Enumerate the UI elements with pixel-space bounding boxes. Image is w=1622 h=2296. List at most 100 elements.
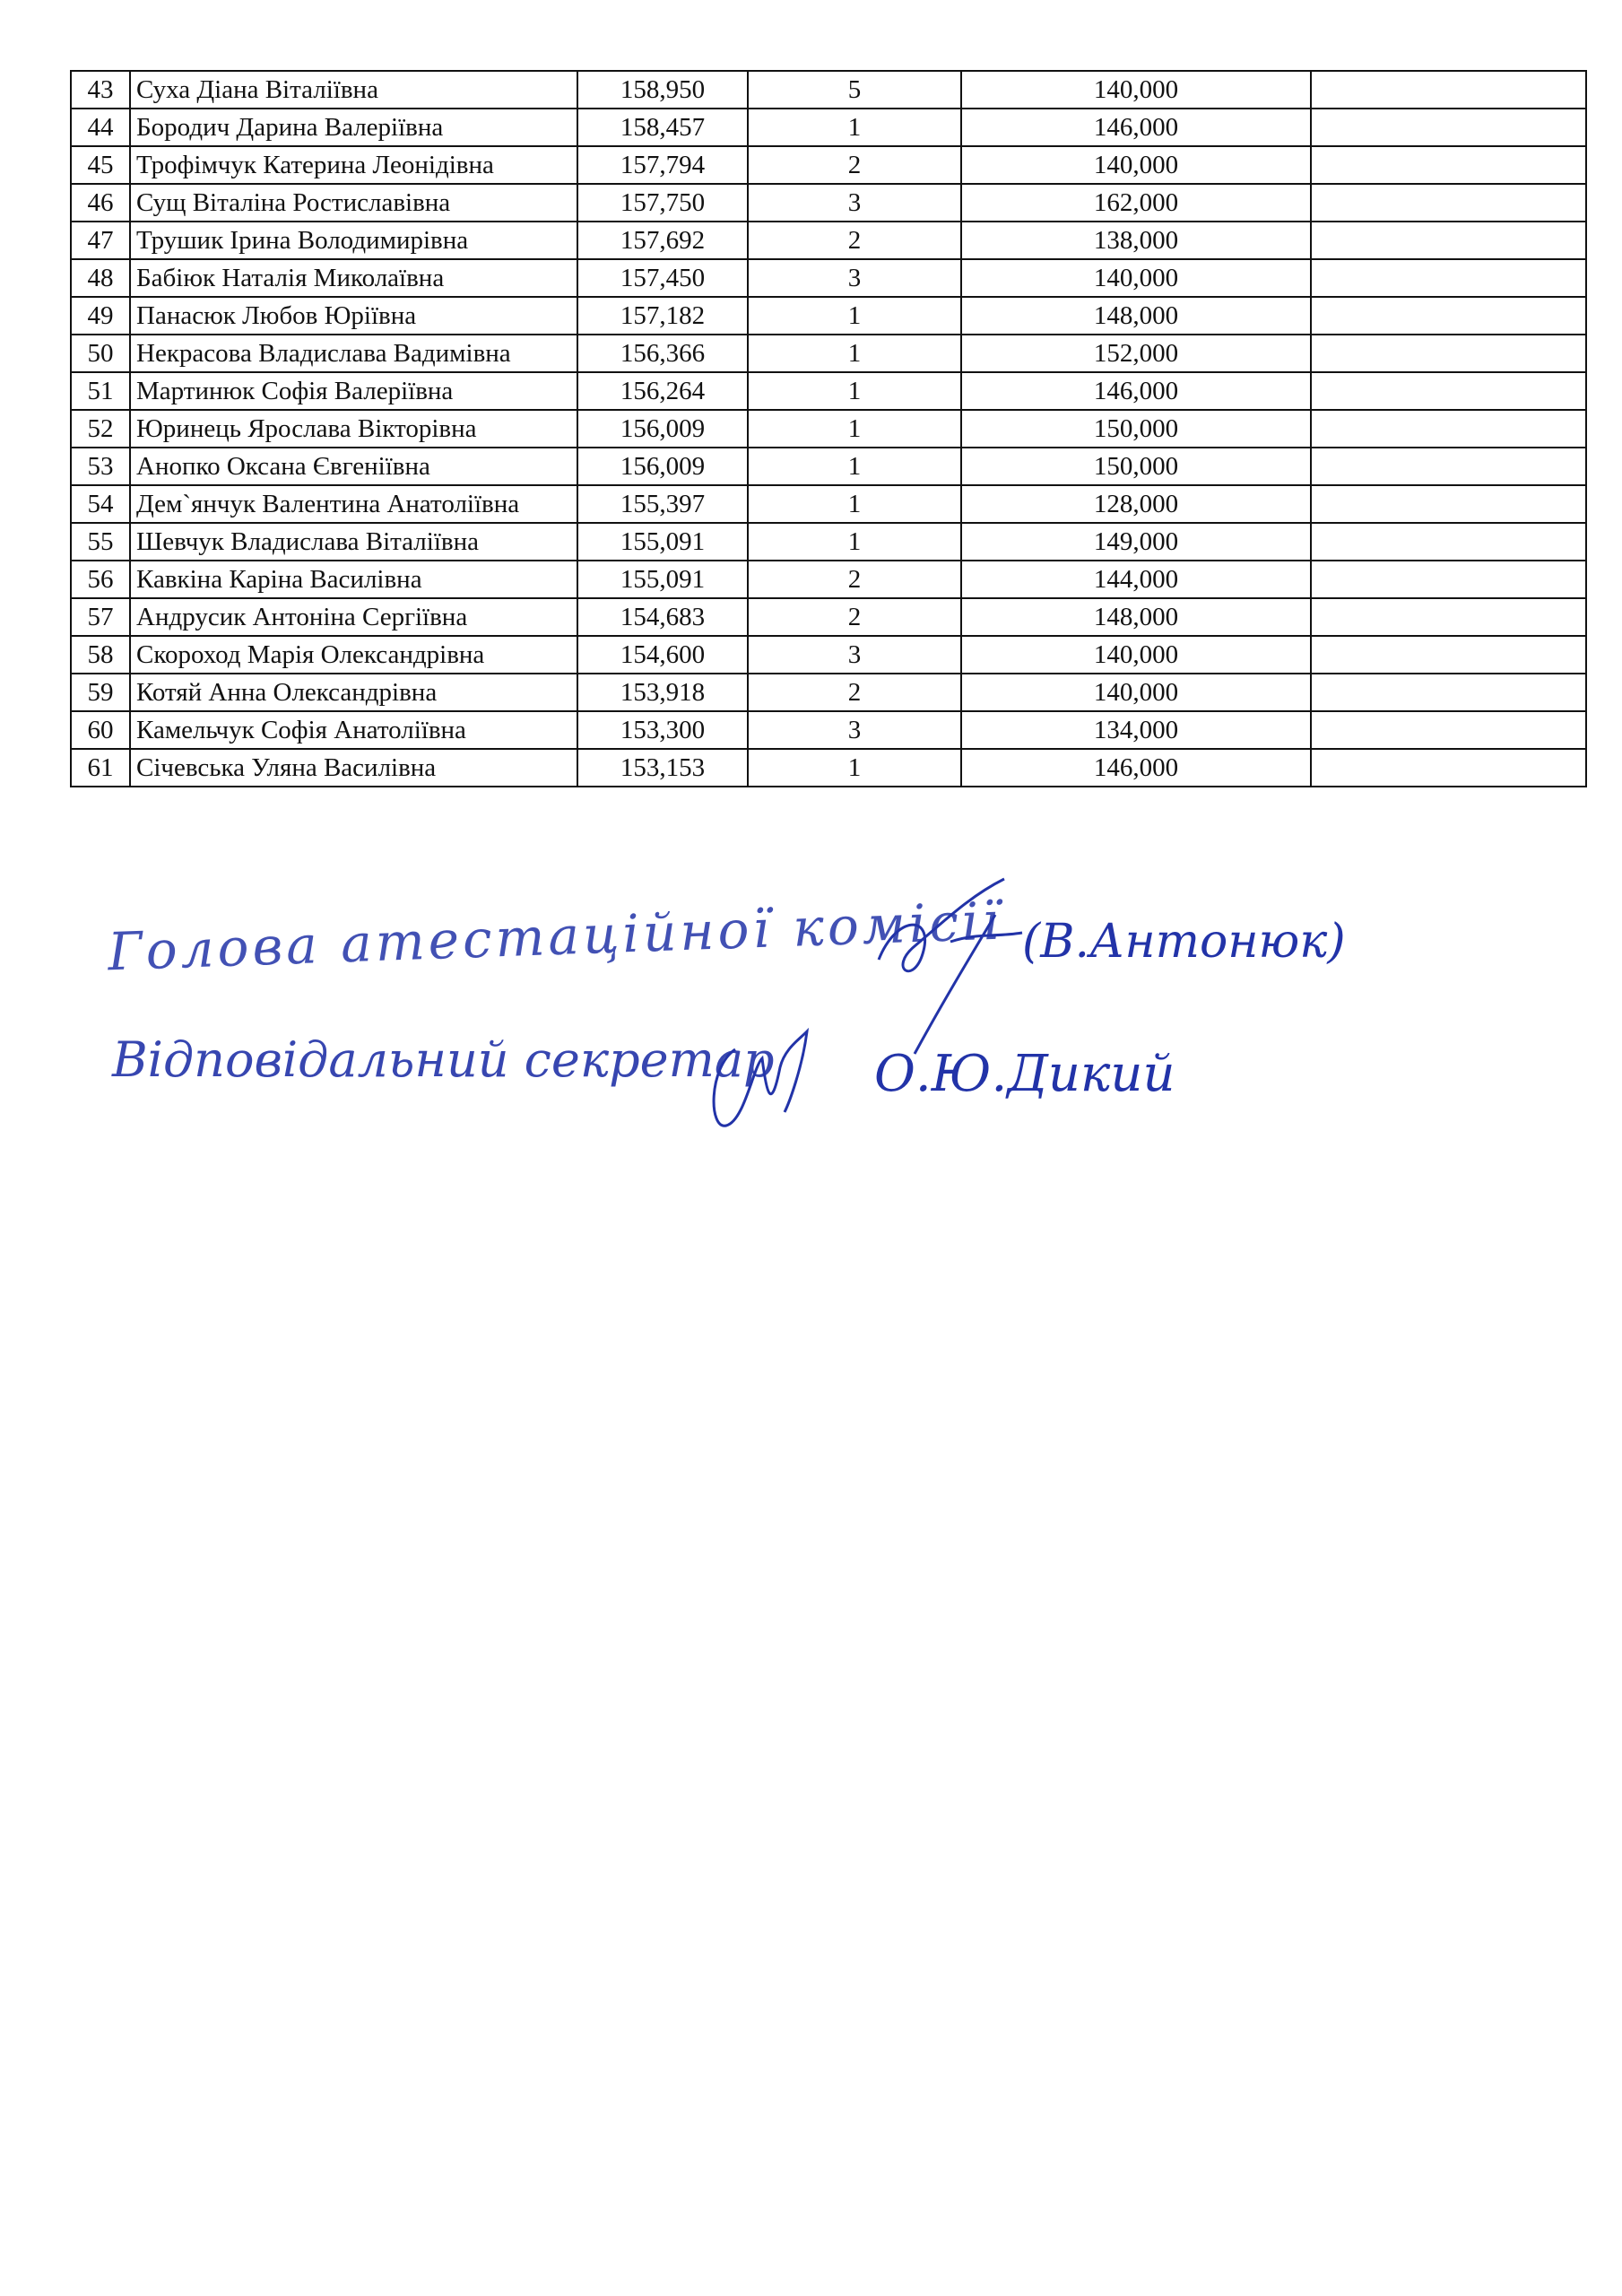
chairman-signature xyxy=(877,877,1023,1055)
empty-cell-cell xyxy=(1310,371,1587,411)
row-number-cell: 60 xyxy=(70,710,131,750)
value-cell: 149,000 xyxy=(960,522,1312,561)
table-row: 56 Кавкіна Каріна Василівна 155,091 2 144,00… xyxy=(70,560,1587,599)
count-cell: 1 xyxy=(747,484,962,524)
row-number-cell: 49 xyxy=(70,296,131,335)
empty-cell-cell xyxy=(1310,560,1587,599)
table-row: 60 Камельчук Софія Анатоліївна 153,300 3 134… xyxy=(70,710,1587,750)
row-number-cell: 57 xyxy=(70,597,131,637)
full-name-cell: Трофімчук Катерина Леонідівна xyxy=(129,145,578,185)
full-name-cell: Скороход Марія Олександрівна xyxy=(129,635,578,674)
score-cell: 155,091 xyxy=(577,560,749,599)
row-number-cell: 51 xyxy=(70,371,131,411)
score-cell: 153,300 xyxy=(577,710,749,750)
score-cell: 156,264 xyxy=(577,371,749,411)
value-cell: 146,000 xyxy=(960,748,1312,787)
empty-cell-cell xyxy=(1310,221,1587,260)
secretary-signature xyxy=(712,1027,810,1127)
row-number-cell: 59 xyxy=(70,673,131,712)
score-cell: 157,794 xyxy=(577,145,749,185)
empty-cell-cell xyxy=(1310,334,1587,373)
secretary-label: Відповідальний секретар xyxy=(112,1031,775,1088)
row-number-cell: 55 xyxy=(70,522,131,561)
full-name-cell: Бабіюк Наталія Миколаївна xyxy=(129,258,578,298)
full-name-cell: Сущ Віталіна Ростиславівна xyxy=(129,183,578,222)
count-cell: 1 xyxy=(747,447,962,486)
empty-cell-cell xyxy=(1310,296,1587,335)
table-row: 43 Суха Діана Віталіївна 158,950 5 140,000 xyxy=(70,70,1587,109)
score-cell: 157,750 xyxy=(577,183,749,222)
count-cell: 1 xyxy=(747,522,962,561)
count-cell: 1 xyxy=(747,371,962,411)
full-name-cell: Мартинюк Софія Валеріївна xyxy=(129,371,578,411)
empty-cell-cell xyxy=(1310,748,1587,787)
row-number-cell: 47 xyxy=(70,221,131,260)
value-cell: 150,000 xyxy=(960,447,1312,486)
value-cell: 140,000 xyxy=(960,635,1312,674)
score-cell: 157,182 xyxy=(577,296,749,335)
table-row: 44 Бородич Дарина Валеріївна 158,457 1 146,0… xyxy=(70,108,1587,147)
count-cell: 3 xyxy=(747,635,962,674)
count-cell: 1 xyxy=(747,296,962,335)
value-cell: 148,000 xyxy=(960,296,1312,335)
results-table: 43 Суха Діана Віталіївна 158,950 5 140,000 44… xyxy=(70,70,1587,787)
table-row: 48 Бабіюк Наталія Миколаївна 157,450 3 140,0… xyxy=(70,258,1587,298)
table-row: 45 Трофімчук Катерина Леонідівна 157,794 2 1… xyxy=(70,145,1587,185)
row-number-cell: 48 xyxy=(70,258,131,298)
full-name-cell: Бородич Дарина Валеріївна xyxy=(129,108,578,147)
row-number-cell: 52 xyxy=(70,409,131,448)
value-cell: 140,000 xyxy=(960,145,1312,185)
full-name-cell: Трушик Ірина Володимирівна xyxy=(129,221,578,260)
value-cell: 148,000 xyxy=(960,597,1312,637)
count-cell: 3 xyxy=(747,258,962,298)
row-number-cell: 43 xyxy=(70,70,131,109)
table-row: 54 Дем`янчук Валентина Анатоліївна 155,397… xyxy=(70,484,1587,524)
value-cell: 138,000 xyxy=(960,221,1312,260)
row-number-cell: 50 xyxy=(70,334,131,373)
score-cell: 153,153 xyxy=(577,748,749,787)
table-row: 59 Котяй Анна Олександрівна 153,918 2 140,00… xyxy=(70,673,1587,712)
value-cell: 146,000 xyxy=(960,371,1312,411)
empty-cell-cell xyxy=(1310,597,1587,637)
table-row: 49 Панасюк Любов Юріївна 157,182 1 148,000 xyxy=(70,296,1587,335)
table-row: 61 Січевська Уляна Василівна 153,153 1 146,0… xyxy=(70,748,1587,787)
empty-cell-cell xyxy=(1310,409,1587,448)
row-number-cell: 44 xyxy=(70,108,131,147)
score-cell: 153,918 xyxy=(577,673,749,712)
full-name-cell: Камельчук Софія Анатоліївна xyxy=(129,710,578,750)
count-cell: 2 xyxy=(747,673,962,712)
row-number-cell: 56 xyxy=(70,560,131,599)
row-number-cell: 46 xyxy=(70,183,131,222)
score-cell: 156,009 xyxy=(577,447,749,486)
table-row: 55 Шевчук Владислава Віталіївна 155,091 1 14… xyxy=(70,522,1587,561)
value-cell: 162,000 xyxy=(960,183,1312,222)
table-row: 57 Андрусик Антоніна Сергіївна 154,683 2 148… xyxy=(70,597,1587,637)
full-name-cell: Анопко Оксана Євгеніївна xyxy=(129,447,578,486)
row-number-cell: 58 xyxy=(70,635,131,674)
count-cell: 2 xyxy=(747,145,962,185)
value-cell: 140,000 xyxy=(960,673,1312,712)
full-name-cell: Дем`янчук Валентина Анатоліївна xyxy=(129,484,578,524)
empty-cell-cell xyxy=(1310,108,1587,147)
empty-cell-cell xyxy=(1310,635,1587,674)
row-number-cell: 54 xyxy=(70,484,131,524)
full-name-cell: Суха Діана Віталіївна xyxy=(129,70,578,109)
table-row: 50 Некрасова Владислава Вадимівна 156,366 1… xyxy=(70,334,1587,373)
score-cell: 157,450 xyxy=(577,258,749,298)
count-cell: 1 xyxy=(747,334,962,373)
count-cell: 1 xyxy=(747,748,962,787)
value-cell: 134,000 xyxy=(960,710,1312,750)
score-cell: 158,950 xyxy=(577,70,749,109)
full-name-cell: Січевська Уляна Василівна xyxy=(129,748,578,787)
empty-cell-cell xyxy=(1310,183,1587,222)
empty-cell-cell xyxy=(1310,258,1587,298)
empty-cell-cell xyxy=(1310,484,1587,524)
full-name-cell: Андрусик Антоніна Сергіївна xyxy=(129,597,578,637)
row-number-cell: 45 xyxy=(70,145,131,185)
full-name-cell: Котяй Анна Олександрівна xyxy=(129,673,578,712)
value-cell: 128,000 xyxy=(960,484,1312,524)
chairman-name: (В.Антонюк) xyxy=(1022,915,1346,969)
count-cell: 2 xyxy=(747,221,962,260)
row-number-cell: 61 xyxy=(70,748,131,787)
signature-line-secretary: Відповідальний секретар xyxy=(112,1031,775,1088)
